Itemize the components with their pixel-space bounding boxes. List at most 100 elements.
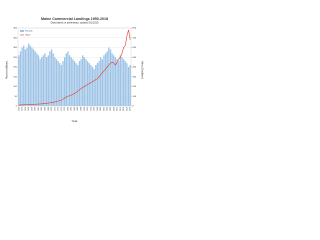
bar — [42, 55, 45, 106]
bar — [70, 57, 72, 106]
bar — [46, 57, 48, 106]
x-tick-label: 1982 — [71, 107, 73, 111]
y2-tick-label: 600 — [133, 47, 137, 49]
bar — [24, 49, 27, 106]
x-tick-label: 1984 — [74, 107, 76, 111]
bar — [126, 63, 128, 106]
bar — [37, 55, 40, 106]
x-tick-label: 1994 — [90, 107, 92, 111]
x-tick-label: 1958 — [31, 107, 33, 111]
bar — [95, 65, 97, 106]
bar — [93, 68, 95, 106]
bar — [82, 55, 84, 106]
y2-tick-label: 800 — [133, 28, 137, 30]
bar — [78, 61, 81, 106]
bar — [57, 61, 59, 106]
bar — [103, 55, 105, 106]
bar — [18, 55, 20, 106]
bar — [65, 53, 67, 106]
y2-tick-label: 300 — [133, 76, 137, 78]
y-tick-label: 300 — [13, 47, 17, 49]
bar — [59, 63, 61, 106]
y-tick-label: 200 — [13, 67, 17, 69]
x-tick-label: 2014 — [123, 107, 125, 111]
bar — [39, 59, 41, 106]
y-tick-label: 400 — [13, 28, 17, 30]
value-line — [18, 29, 131, 106]
bar — [86, 61, 89, 106]
bar — [26, 47, 28, 106]
chart: Maine Commercial Landings 1950-2018 Data… — [6, 17, 144, 123]
bar — [91, 67, 94, 106]
y2-tick-label: 100 — [133, 96, 137, 98]
x-tick-label: 1986 — [77, 107, 79, 111]
legend-swatch — [20, 30, 24, 32]
x-tick-label: 1956 — [28, 107, 30, 111]
bar — [47, 55, 49, 106]
bar — [44, 53, 46, 106]
bar — [85, 59, 87, 106]
y-tick-label: 100 — [13, 86, 17, 88]
x-tick-label: 1962 — [38, 107, 40, 111]
y2-axis-label: Value ($ millions) — [140, 61, 143, 79]
x-tick-label: 2012 — [120, 107, 122, 111]
bar — [104, 53, 107, 106]
bar — [116, 59, 118, 106]
chart-subtitle: Data based on preliminary, updated 3/1/2… — [51, 22, 99, 25]
y-tick-label: 350 — [13, 37, 17, 39]
bar — [114, 57, 117, 106]
bar — [68, 55, 71, 106]
bar — [124, 61, 126, 106]
bar — [119, 55, 122, 106]
bar — [109, 49, 112, 106]
x-tick-label: 1978 — [64, 107, 66, 111]
x-axis-label: Year — [71, 119, 77, 123]
bar — [29, 45, 31, 106]
y2-tick-label: 0 — [133, 106, 135, 108]
y-tick-label: 250 — [13, 57, 17, 59]
x-tick-label: 1960 — [35, 107, 37, 111]
x-tick-label: 2002 — [103, 107, 105, 111]
x-tick-label: 2016 — [126, 107, 128, 111]
legend-label: Pounds — [25, 31, 33, 33]
bar — [52, 53, 54, 106]
y2-tick-label: 200 — [133, 86, 137, 88]
bar — [31, 47, 33, 106]
y-tick-label: 0 — [16, 106, 18, 108]
bar — [121, 57, 123, 106]
x-tick-label: 1970 — [51, 107, 53, 111]
bar — [36, 53, 38, 106]
x-tick-label: 2010 — [117, 107, 119, 111]
bar — [122, 59, 125, 106]
y-tick-label: 150 — [13, 76, 17, 78]
bar — [67, 51, 69, 106]
x-tick-label: 2004 — [107, 107, 109, 111]
x-tick-label: 1990 — [84, 107, 86, 111]
bar — [64, 57, 66, 106]
bar — [106, 51, 108, 106]
x-tick-label: 2018 — [130, 107, 132, 111]
x-tick-label: 2000 — [100, 107, 102, 111]
y2-tick-label: 500 — [133, 57, 137, 59]
x-tick-label: 1966 — [44, 107, 46, 111]
x-tick-label: 1954 — [25, 107, 27, 111]
bar — [98, 61, 100, 106]
bar — [80, 59, 82, 106]
bar — [19, 51, 22, 106]
bar — [55, 59, 58, 106]
bar — [32, 49, 35, 106]
bar — [54, 57, 56, 106]
x-tick-label: 1992 — [87, 107, 89, 111]
x-tick-label: 1988 — [81, 107, 83, 111]
bar — [41, 57, 43, 106]
x-tick-label: 2006 — [110, 107, 112, 111]
bar — [96, 63, 99, 106]
bar — [100, 57, 102, 106]
bar — [127, 67, 130, 106]
x-tick-label: 1968 — [48, 107, 50, 111]
bar — [72, 59, 74, 106]
bar — [90, 65, 92, 106]
legend-label: Value — [25, 35, 31, 37]
bar — [108, 47, 110, 106]
x-tick-label: 1976 — [61, 107, 63, 111]
